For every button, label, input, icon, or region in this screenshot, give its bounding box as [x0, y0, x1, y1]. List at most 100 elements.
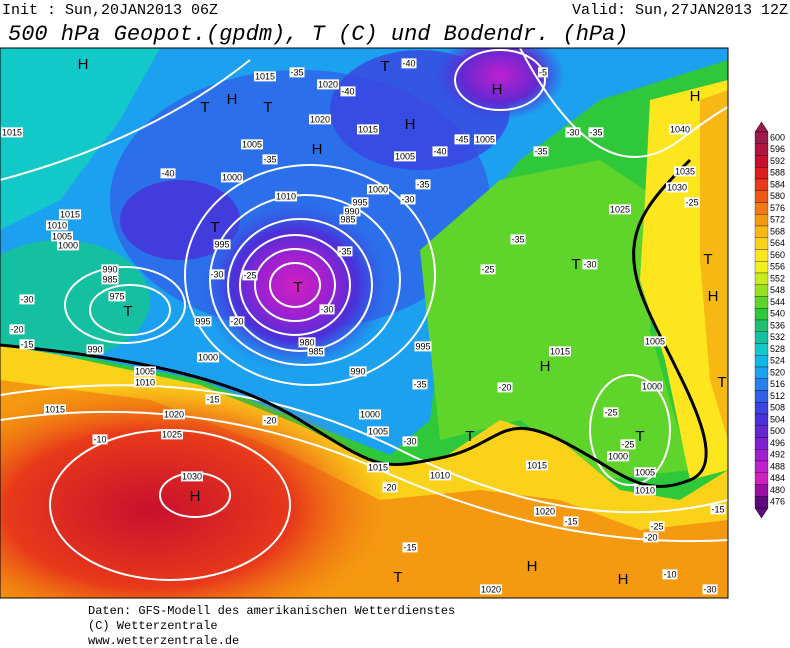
label-background [548, 346, 572, 357]
pressure-center: T [380, 58, 389, 75]
legend-label: 556 [770, 262, 785, 272]
label-background [0, 127, 24, 138]
contour-label: 995 [352, 197, 367, 207]
legend-swatch [754, 366, 769, 379]
label-background [274, 191, 298, 202]
pressure-center: H [690, 88, 701, 105]
label-background [262, 415, 278, 426]
label-background [339, 214, 357, 225]
label-background [220, 172, 244, 183]
label-background [606, 451, 630, 462]
contour-label: 1005 [635, 467, 655, 477]
pressure-center: H [405, 116, 416, 133]
legend-label: 500 [770, 426, 785, 436]
label-background [480, 264, 496, 275]
pressure-center: H [312, 141, 323, 158]
label-background [108, 291, 126, 302]
legend-swatch [754, 331, 769, 344]
contour-label: 1005 [368, 426, 388, 436]
legend-swatch [754, 143, 769, 156]
legend-label: 560 [770, 250, 785, 260]
pressure-center: H [540, 358, 551, 375]
pressure-center: T [210, 219, 219, 236]
label-background [319, 304, 335, 315]
contour-label: 1000 [608, 451, 628, 461]
label-background [640, 381, 664, 392]
legend-label: 508 [770, 403, 785, 413]
contour-label: -35 [263, 154, 276, 164]
contour-label: -35 [290, 67, 303, 77]
pressure-center: T [293, 279, 302, 296]
label-background [673, 166, 697, 177]
legend-swatch [754, 378, 769, 391]
pressure-center: T [571, 256, 580, 273]
label-background [563, 516, 579, 527]
legend: 6005965925885845805765725685645605565525… [754, 121, 785, 519]
legend-label: 536 [770, 320, 785, 330]
label-background [160, 168, 176, 179]
label-background [242, 270, 258, 281]
contour-label: 1005 [395, 151, 415, 161]
label-background [633, 485, 657, 496]
label-background [229, 316, 245, 327]
label-background [162, 409, 186, 420]
contour-label: -30 [210, 269, 223, 279]
contour-label: -40 [433, 146, 446, 156]
legend-swatch [754, 402, 769, 415]
legend-label: 548 [770, 285, 785, 295]
contour-label: 1010 [430, 470, 450, 480]
legend-swatch [754, 272, 769, 285]
label-background [366, 184, 390, 195]
contour-label: 985 [340, 214, 355, 224]
pressure-center: T [200, 99, 209, 116]
pressure-center: H [492, 81, 503, 98]
contour-label: -30 [320, 304, 333, 314]
pressure-center: T [635, 428, 644, 445]
contour-label: 990 [102, 264, 117, 274]
label-background [366, 462, 390, 473]
contour-label: -15 [206, 394, 219, 404]
legend-swatch [754, 460, 769, 473]
label-background [253, 71, 277, 82]
contour-label: -40 [161, 168, 174, 178]
contour-label: 1020 [481, 584, 501, 594]
contour-label: 1015 [527, 460, 547, 470]
label-background [473, 134, 497, 145]
label-background [533, 146, 549, 157]
label-background [262, 154, 278, 165]
label-background [649, 521, 665, 532]
label-background [194, 316, 212, 327]
footer-line: www.wetterzentrale.de [88, 634, 239, 648]
label-background [43, 404, 67, 415]
contour-label: 985 [308, 346, 323, 356]
map-title: 500 hPa Geopot.(gpdm), T (C) und Bodendr… [8, 22, 629, 47]
label-background [582, 259, 598, 270]
contour-label: -5 [539, 67, 547, 77]
contour-label: 995 [214, 239, 229, 249]
label-background [349, 366, 367, 377]
contour-label: -20 [263, 415, 276, 425]
contour-label: 1035 [675, 166, 695, 176]
legend-swatch [754, 413, 769, 426]
legend-label: 588 [770, 168, 785, 178]
contour-label: 1005 [242, 139, 262, 149]
label-background [710, 504, 726, 515]
label-background [643, 532, 659, 543]
legend-swatch [754, 308, 769, 321]
map-frame [0, 47, 729, 599]
label-background [343, 206, 361, 217]
legend-label: 476 [770, 497, 785, 507]
contour-label: -15 [711, 504, 724, 514]
label-background [366, 426, 390, 437]
label-background [160, 429, 184, 440]
label-background [401, 58, 417, 69]
legend-label: 576 [770, 203, 785, 213]
contour-label: 1010 [635, 485, 655, 495]
pressure-center: H [78, 56, 89, 73]
legend-swatch [754, 214, 769, 227]
contour-label: 980 [299, 337, 314, 347]
label-background [337, 246, 353, 257]
legend-swatch [754, 202, 769, 215]
